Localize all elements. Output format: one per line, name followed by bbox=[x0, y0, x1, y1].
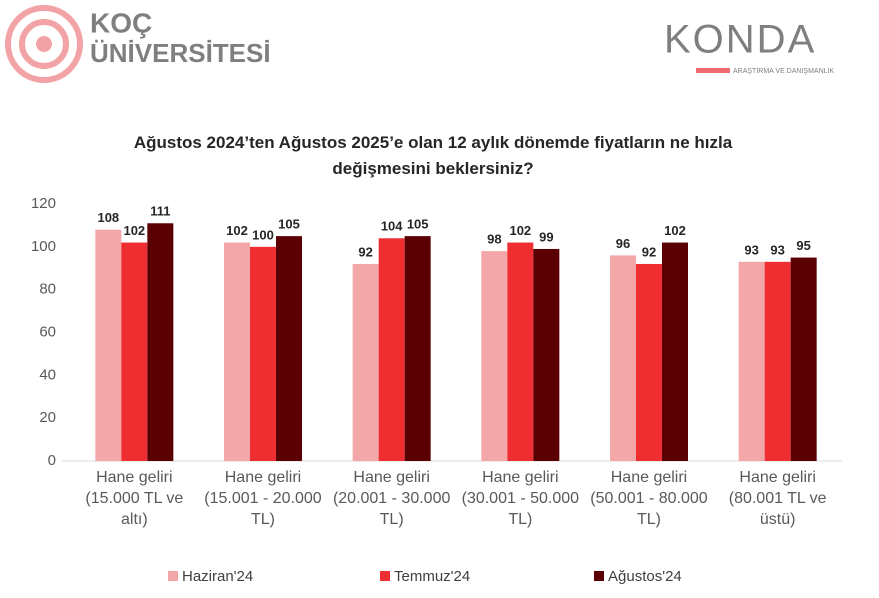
y-tick-label: 80 bbox=[39, 281, 56, 298]
bar bbox=[378, 238, 405, 461]
data-label: 92 bbox=[358, 244, 372, 259]
y-tick-label: 120 bbox=[31, 195, 56, 212]
data-label: 99 bbox=[539, 229, 553, 244]
chart-title: Ağustos 2024’ten Ağustos 2025’e olan 12 … bbox=[133, 133, 733, 178]
bar bbox=[636, 263, 662, 461]
y-tick-label: 20 bbox=[39, 409, 56, 426]
data-label: 102 bbox=[509, 223, 531, 238]
logo-text: KOÇ bbox=[90, 7, 152, 38]
bar bbox=[662, 242, 688, 461]
bar bbox=[533, 248, 560, 461]
data-label: 102 bbox=[664, 223, 686, 238]
x-tick-label: Hane geliri (50.001 - 80.000 TL) bbox=[590, 469, 708, 528]
logo-text: ÜNİVERSİTESİ bbox=[90, 38, 271, 68]
logo-text: KONDA bbox=[664, 18, 816, 62]
data-label: 105 bbox=[407, 217, 429, 232]
data-label: 111 bbox=[150, 204, 170, 219]
koc-emblem bbox=[5, 5, 83, 83]
bar bbox=[738, 261, 765, 461]
data-label: 95 bbox=[796, 238, 810, 253]
legend-swatch bbox=[594, 571, 604, 581]
x-tick-label: Hane geliri (15.001 - 20.000 TL) bbox=[204, 469, 322, 528]
bar bbox=[764, 261, 791, 461]
bar bbox=[507, 242, 534, 461]
y-tick-label: 100 bbox=[31, 238, 56, 255]
y-tick-label: 0 bbox=[48, 452, 56, 469]
y-tick-label: 40 bbox=[39, 366, 56, 383]
data-label: 100 bbox=[252, 227, 274, 242]
data-label: 96 bbox=[616, 236, 630, 251]
data-label: 93 bbox=[744, 242, 758, 257]
bar bbox=[250, 246, 276, 461]
bar bbox=[404, 236, 431, 461]
legend-label: Haziran'24 bbox=[182, 568, 253, 585]
legend-label: Ağustos'24 bbox=[608, 568, 682, 585]
data-label: 108 bbox=[97, 210, 119, 225]
bar bbox=[790, 257, 817, 461]
data-label: 98 bbox=[487, 232, 501, 247]
data-label: 105 bbox=[278, 217, 300, 232]
data-label: 102 bbox=[226, 223, 248, 238]
legend-label: Temmuz'24 bbox=[394, 568, 470, 585]
bar bbox=[224, 242, 250, 461]
bar bbox=[276, 236, 302, 461]
x-tick-label: Hane geliri (20.001 - 30.000 TL) bbox=[332, 469, 451, 528]
bar bbox=[352, 263, 379, 461]
data-label: 92 bbox=[642, 244, 656, 259]
legend-swatch bbox=[168, 571, 178, 581]
x-tick-label: Hane geliri (15.000 TL ve altı) bbox=[85, 469, 184, 528]
x-tick-label: Hane geliri (80.001 TL ve üstü) bbox=[728, 469, 827, 528]
bar bbox=[95, 229, 122, 461]
y-tick-label: 60 bbox=[39, 323, 56, 340]
logo-tagline: ARAŞTIRMA VE DANIŞMANLIK bbox=[733, 68, 834, 75]
data-label: 102 bbox=[123, 223, 145, 238]
bar bbox=[121, 242, 148, 461]
bar bbox=[147, 223, 174, 461]
data-label: 104 bbox=[381, 219, 403, 234]
bar bbox=[481, 251, 508, 461]
data-label: 93 bbox=[770, 242, 784, 257]
x-tick-label: Hane geliri (30.001 - 50.000 TL) bbox=[461, 469, 580, 528]
legend-swatch bbox=[380, 571, 390, 581]
bar bbox=[610, 255, 636, 461]
logo-bar bbox=[696, 68, 730, 73]
